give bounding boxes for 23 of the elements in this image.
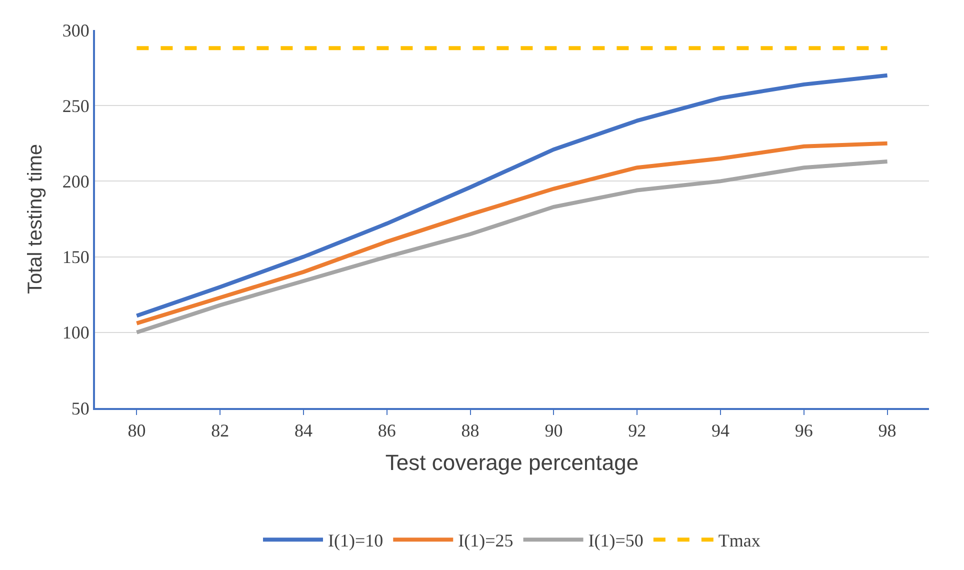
y-axis-title: Total testing time bbox=[24, 144, 46, 294]
line-series bbox=[134, 73, 890, 318]
legend-label: I(1)=10 bbox=[328, 530, 384, 551]
x-tick-label: 88 bbox=[461, 420, 480, 441]
x-tick-label: 98 bbox=[878, 420, 896, 441]
y-tick-label: 200 bbox=[62, 172, 90, 192]
legend-label: I(1)=50 bbox=[588, 530, 644, 551]
x-axis-title: Test coverage percentage bbox=[385, 450, 639, 475]
y-tick-label: 100 bbox=[62, 322, 90, 343]
legend-label: I(1)=25 bbox=[458, 530, 514, 551]
x-tick-label: 92 bbox=[628, 420, 646, 441]
y-tick-label: 300 bbox=[62, 20, 90, 40]
y-tick-label: 50 bbox=[71, 398, 90, 418]
x-tick-label: 80 bbox=[128, 420, 146, 441]
x-tick-label: 96 bbox=[794, 420, 813, 441]
y-tick-label: 250 bbox=[62, 96, 90, 116]
x-tick-label: 90 bbox=[544, 420, 563, 441]
x-tick-label: 86 bbox=[378, 420, 396, 441]
x-tick-label: 82 bbox=[211, 420, 230, 441]
x-tick-label: 84 bbox=[294, 420, 312, 441]
legend-label: Tmax bbox=[718, 530, 760, 551]
y-tick-label: 150 bbox=[62, 247, 90, 268]
x-tick-label: 94 bbox=[712, 420, 730, 441]
